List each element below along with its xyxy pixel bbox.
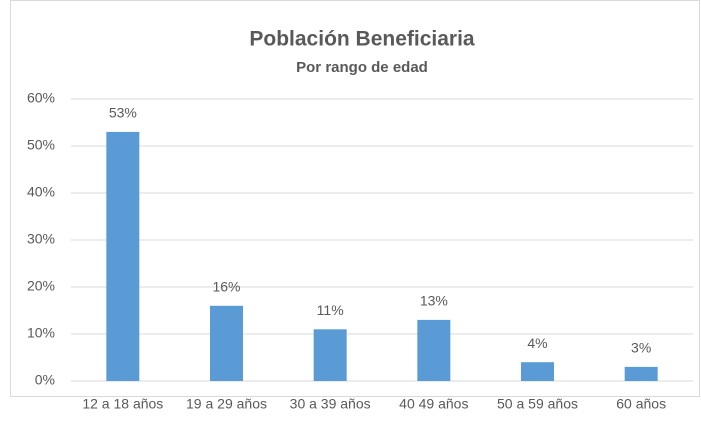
bar (106, 131, 140, 381)
data-label: 13% (420, 293, 448, 309)
y-tick-label: 60% (27, 90, 55, 106)
x-tick-label: 50 a 59 años (497, 396, 578, 412)
bar (417, 319, 451, 381)
data-label: 11% (317, 302, 344, 318)
y-tick-label: 50% (27, 137, 55, 153)
x-tick-label: 19 a 29 años (186, 396, 267, 412)
y-tick-label: 30% (27, 231, 55, 247)
y-tick-label: 20% (27, 278, 55, 294)
x-tick-label: 12 a 18 años (82, 396, 163, 412)
data-label: 4% (527, 335, 547, 351)
data-label: 53% (109, 105, 137, 121)
bar (210, 305, 243, 381)
bar (521, 362, 554, 381)
data-label: 3% (631, 340, 651, 356)
x-tick-label: 40 49 años (399, 396, 468, 412)
chart-title: Población Beneficiaria (249, 28, 475, 51)
y-tick-label: 40% (27, 184, 55, 200)
bar (313, 329, 347, 381)
chart-subtitle: Por rango de edad (296, 59, 428, 76)
y-tick-label: 0% (35, 372, 55, 388)
data-label: 16% (212, 279, 240, 295)
x-tick-label: 30 a 39 años (290, 396, 371, 412)
x-tick-label: 60 años (616, 396, 666, 412)
bar (624, 366, 658, 381)
y-tick-label: 10% (27, 325, 55, 341)
